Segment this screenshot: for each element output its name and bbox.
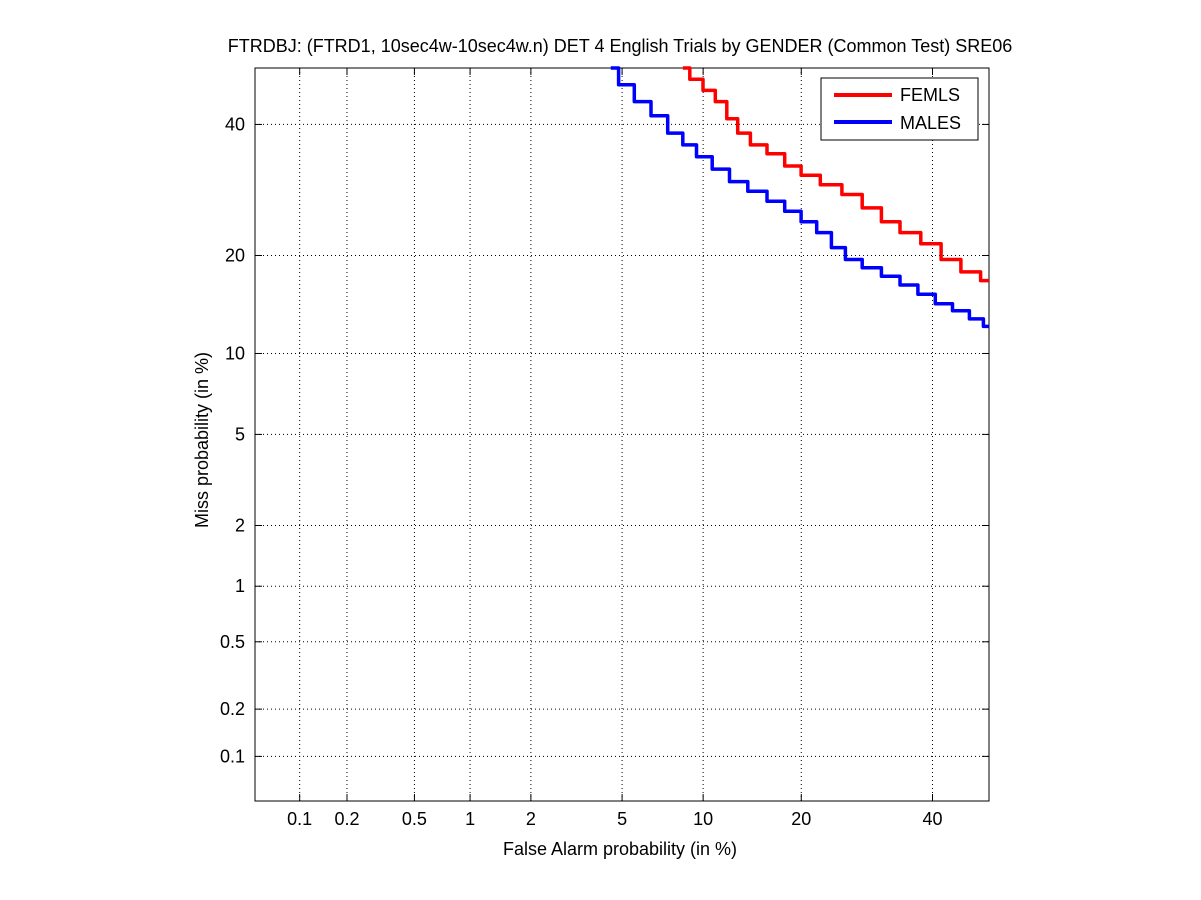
plot-frame: [254, 67, 990, 802]
y-axis-label: Miss probability (in %): [192, 352, 212, 528]
y-tick-label: 0.5: [220, 632, 245, 652]
x-axis-ticks: 0.1 0.2 0.5 1 2 5 10 20 40: [287, 68, 943, 829]
x-tick-label: 0.1: [287, 809, 312, 829]
y-tick-label: 20: [225, 245, 245, 265]
x-tick-label: 20: [791, 809, 811, 829]
legend-box: [820, 77, 979, 141]
y-tick-label: 5: [235, 424, 245, 444]
chart-title: FTRDBJ: (FTRD1, 10sec4w-10sec4w.n) DET 4…: [228, 36, 1013, 56]
y-tick-label: 40: [225, 114, 245, 134]
y-tick-label: 10: [225, 343, 245, 363]
x-tick-label: 0.5: [402, 809, 427, 829]
grid: [255, 68, 989, 801]
x-tick-label: 1: [465, 809, 475, 829]
series: [610, 66, 989, 329]
y-tick-label: 2: [235, 515, 245, 535]
x-tick-label: 40: [922, 809, 942, 829]
legend-label-males: MALES: [900, 113, 961, 133]
y-axis-ticks: 0.1 0.2 0.5 1 2 5 10 20 40: [220, 114, 989, 766]
x-tick-label: 5: [617, 809, 627, 829]
legend: FEMLS MALES: [820, 77, 979, 141]
x-tick-label: 2: [526, 809, 536, 829]
x-tick-label: 0.2: [334, 809, 359, 829]
x-tick-label: 10: [693, 809, 713, 829]
x-axis-label: False Alarm probability (in %): [503, 839, 737, 859]
y-tick-label: 0.1: [220, 746, 245, 766]
legend-label-femls: FEMLS: [900, 85, 960, 105]
series-line-femls: [682, 66, 989, 283]
y-tick-label: 1: [235, 576, 245, 596]
series-line-males: [610, 66, 989, 329]
y-tick-label: 0.2: [220, 699, 245, 719]
